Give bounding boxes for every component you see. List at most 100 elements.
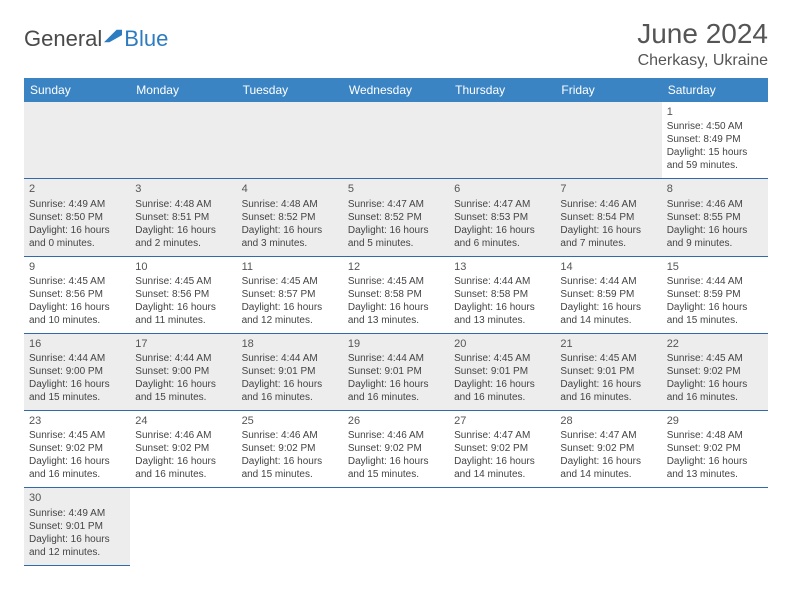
sunrise-line: Sunrise: 4:44 AM bbox=[29, 352, 125, 365]
header: General Blue June 2024 Cherkasy, Ukraine bbox=[24, 18, 768, 70]
calendar-cell: 23Sunrise: 4:45 AMSunset: 9:02 PMDayligh… bbox=[24, 411, 130, 488]
daylight-line: Daylight: 16 hours and 15 minutes. bbox=[667, 301, 763, 327]
sunrise-line: Sunrise: 4:45 AM bbox=[560, 352, 656, 365]
day-number: 8 bbox=[667, 182, 763, 196]
daylight-line: Daylight: 16 hours and 16 minutes. bbox=[667, 378, 763, 404]
daylight-line: Daylight: 16 hours and 16 minutes. bbox=[242, 378, 338, 404]
sunset-line: Sunset: 8:59 PM bbox=[667, 288, 763, 301]
sunset-line: Sunset: 9:02 PM bbox=[242, 442, 338, 455]
sunset-line: Sunset: 9:02 PM bbox=[348, 442, 444, 455]
sunrise-line: Sunrise: 4:50 AM bbox=[667, 120, 763, 133]
sunset-line: Sunset: 8:57 PM bbox=[242, 288, 338, 301]
daylight-line: Daylight: 16 hours and 5 minutes. bbox=[348, 224, 444, 250]
day-number: 30 bbox=[29, 491, 125, 505]
weekday-header: Sunday bbox=[24, 78, 130, 102]
sunset-line: Sunset: 8:55 PM bbox=[667, 211, 763, 224]
calendar-row: 9Sunrise: 4:45 AMSunset: 8:56 PMDaylight… bbox=[24, 256, 768, 333]
sunset-line: Sunset: 9:02 PM bbox=[454, 442, 550, 455]
calendar-cell: 21Sunrise: 4:45 AMSunset: 9:01 PMDayligh… bbox=[555, 333, 661, 410]
daylight-line: Daylight: 16 hours and 15 minutes. bbox=[135, 378, 231, 404]
daylight-line: Daylight: 16 hours and 16 minutes. bbox=[348, 378, 444, 404]
daylight-line: Daylight: 16 hours and 13 minutes. bbox=[454, 301, 550, 327]
calendar-cell bbox=[24, 102, 130, 179]
day-number: 28 bbox=[560, 414, 656, 428]
calendar-cell: 9Sunrise: 4:45 AMSunset: 8:56 PMDaylight… bbox=[24, 256, 130, 333]
day-number: 17 bbox=[135, 337, 231, 351]
day-number: 5 bbox=[348, 182, 444, 196]
weekday-header-row: Sunday Monday Tuesday Wednesday Thursday… bbox=[24, 78, 768, 102]
sunset-line: Sunset: 8:56 PM bbox=[135, 288, 231, 301]
calendar-cell bbox=[449, 488, 555, 565]
sunrise-line: Sunrise: 4:47 AM bbox=[454, 429, 550, 442]
daylight-line: Daylight: 16 hours and 15 minutes. bbox=[348, 455, 444, 481]
calendar-cell bbox=[343, 488, 449, 565]
sunrise-line: Sunrise: 4:44 AM bbox=[667, 275, 763, 288]
sunset-line: Sunset: 9:01 PM bbox=[29, 520, 125, 533]
day-number: 6 bbox=[454, 182, 550, 196]
sunrise-line: Sunrise: 4:45 AM bbox=[29, 275, 125, 288]
weekday-header: Friday bbox=[555, 78, 661, 102]
calendar-cell: 16Sunrise: 4:44 AMSunset: 9:00 PMDayligh… bbox=[24, 333, 130, 410]
daylight-line: Daylight: 16 hours and 10 minutes. bbox=[29, 301, 125, 327]
sunrise-line: Sunrise: 4:45 AM bbox=[242, 275, 338, 288]
daylight-line: Daylight: 16 hours and 13 minutes. bbox=[348, 301, 444, 327]
calendar-cell bbox=[343, 102, 449, 179]
sunrise-line: Sunrise: 4:44 AM bbox=[560, 275, 656, 288]
daylight-line: Daylight: 16 hours and 3 minutes. bbox=[242, 224, 338, 250]
title-block: June 2024 Cherkasy, Ukraine bbox=[637, 18, 768, 70]
logo: General Blue bbox=[24, 26, 168, 52]
day-number: 23 bbox=[29, 414, 125, 428]
daylight-line: Daylight: 16 hours and 7 minutes. bbox=[560, 224, 656, 250]
weekday-header: Wednesday bbox=[343, 78, 449, 102]
calendar-cell: 25Sunrise: 4:46 AMSunset: 9:02 PMDayligh… bbox=[237, 411, 343, 488]
sunrise-line: Sunrise: 4:46 AM bbox=[348, 429, 444, 442]
calendar-cell: 15Sunrise: 4:44 AMSunset: 8:59 PMDayligh… bbox=[662, 256, 768, 333]
day-number: 21 bbox=[560, 337, 656, 351]
sunrise-line: Sunrise: 4:45 AM bbox=[667, 352, 763, 365]
sunset-line: Sunset: 8:53 PM bbox=[454, 211, 550, 224]
day-number: 22 bbox=[667, 337, 763, 351]
day-number: 19 bbox=[348, 337, 444, 351]
calendar-cell: 29Sunrise: 4:48 AMSunset: 9:02 PMDayligh… bbox=[662, 411, 768, 488]
day-number: 15 bbox=[667, 260, 763, 274]
daylight-line: Daylight: 16 hours and 12 minutes. bbox=[29, 533, 125, 559]
daylight-line: Daylight: 16 hours and 16 minutes. bbox=[29, 455, 125, 481]
calendar-cell: 14Sunrise: 4:44 AMSunset: 8:59 PMDayligh… bbox=[555, 256, 661, 333]
sunrise-line: Sunrise: 4:46 AM bbox=[560, 198, 656, 211]
day-number: 11 bbox=[242, 260, 338, 274]
weekday-header: Thursday bbox=[449, 78, 555, 102]
sunset-line: Sunset: 8:52 PM bbox=[242, 211, 338, 224]
calendar-cell: 12Sunrise: 4:45 AMSunset: 8:58 PMDayligh… bbox=[343, 256, 449, 333]
sunset-line: Sunset: 9:02 PM bbox=[135, 442, 231, 455]
calendar-cell bbox=[130, 488, 236, 565]
calendar-cell bbox=[237, 488, 343, 565]
calendar-cell: 17Sunrise: 4:44 AMSunset: 9:00 PMDayligh… bbox=[130, 333, 236, 410]
sunset-line: Sunset: 9:00 PM bbox=[29, 365, 125, 378]
day-number: 13 bbox=[454, 260, 550, 274]
sunset-line: Sunset: 8:49 PM bbox=[667, 133, 763, 146]
weekday-header: Tuesday bbox=[237, 78, 343, 102]
calendar-cell: 18Sunrise: 4:44 AMSunset: 9:01 PMDayligh… bbox=[237, 333, 343, 410]
weekday-header: Monday bbox=[130, 78, 236, 102]
calendar-cell: 20Sunrise: 4:45 AMSunset: 9:01 PMDayligh… bbox=[449, 333, 555, 410]
daylight-line: Daylight: 16 hours and 14 minutes. bbox=[560, 455, 656, 481]
calendar-row: 16Sunrise: 4:44 AMSunset: 9:00 PMDayligh… bbox=[24, 333, 768, 410]
sunrise-line: Sunrise: 4:47 AM bbox=[348, 198, 444, 211]
calendar-cell: 5Sunrise: 4:47 AMSunset: 8:52 PMDaylight… bbox=[343, 179, 449, 256]
sunset-line: Sunset: 8:54 PM bbox=[560, 211, 656, 224]
calendar-cell bbox=[662, 488, 768, 565]
calendar-cell: 27Sunrise: 4:47 AMSunset: 9:02 PMDayligh… bbox=[449, 411, 555, 488]
sunrise-line: Sunrise: 4:48 AM bbox=[135, 198, 231, 211]
sunset-line: Sunset: 9:02 PM bbox=[667, 442, 763, 455]
sunset-line: Sunset: 9:02 PM bbox=[667, 365, 763, 378]
daylight-line: Daylight: 16 hours and 15 minutes. bbox=[29, 378, 125, 404]
daylight-line: Daylight: 16 hours and 9 minutes. bbox=[667, 224, 763, 250]
calendar-row: 23Sunrise: 4:45 AMSunset: 9:02 PMDayligh… bbox=[24, 411, 768, 488]
day-number: 18 bbox=[242, 337, 338, 351]
sunset-line: Sunset: 9:01 PM bbox=[242, 365, 338, 378]
calendar-cell bbox=[130, 102, 236, 179]
month-title: June 2024 bbox=[637, 18, 768, 50]
sunrise-line: Sunrise: 4:44 AM bbox=[454, 275, 550, 288]
calendar-cell: 3Sunrise: 4:48 AMSunset: 8:51 PMDaylight… bbox=[130, 179, 236, 256]
calendar-cell: 30Sunrise: 4:49 AMSunset: 9:01 PMDayligh… bbox=[24, 488, 130, 565]
